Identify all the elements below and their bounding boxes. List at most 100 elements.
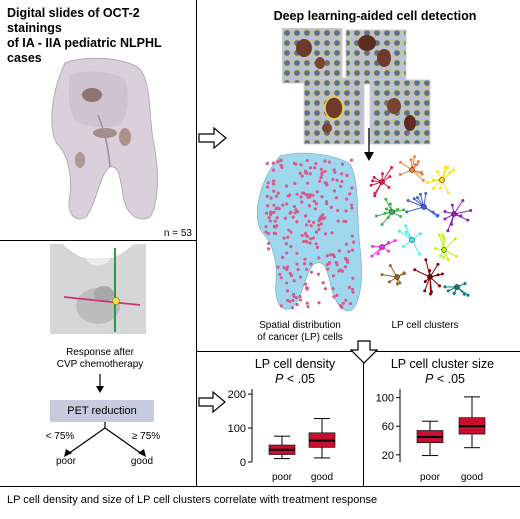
lp-cell-dot (291, 215, 295, 219)
lp-cell-dot (275, 216, 279, 220)
lp-cell-dot (302, 262, 307, 266)
cluster-node (390, 165, 394, 169)
lp-cell-dot (276, 191, 280, 195)
lp-cell-dot (276, 160, 280, 164)
lp-cell-dot (282, 236, 286, 240)
cluster-node (398, 173, 402, 177)
lp-cell-dot (279, 276, 283, 280)
cluster-node (388, 175, 392, 179)
cluster-edge (407, 200, 425, 208)
cluster-node (440, 272, 444, 276)
panel-a-title-line2: of IA - IIA pediatric NLPHL cases (7, 36, 162, 65)
cluster-node (376, 252, 380, 256)
lp-cell-dot (285, 281, 289, 285)
lp-cell-dot (350, 248, 355, 252)
chart2-p-rest: < .05 (433, 372, 465, 386)
lp-cell-dot (332, 295, 336, 299)
left-outcome: poor (55, 456, 76, 467)
lp-cell-dot (338, 304, 343, 308)
lp-cell-dot (281, 203, 285, 207)
lp-cell-dot (286, 235, 290, 239)
lp-cell-dot (327, 160, 332, 164)
lp-cell-dot (299, 163, 303, 167)
cluster-center (389, 209, 395, 215)
right-threshold: ≥ 75% (131, 431, 161, 442)
cluster-edge (447, 213, 455, 231)
lp-cell-dot (317, 227, 321, 232)
lp-cell-dot (289, 245, 293, 249)
lp-cell-dot (336, 219, 340, 223)
cluster-node (446, 229, 450, 233)
lp-cell-dot (316, 272, 321, 276)
chart1-title: LP cell density (254, 357, 336, 371)
y-tick-label: 200 (228, 389, 246, 401)
lp-cell-dot (348, 301, 353, 306)
cluster-node (435, 170, 439, 174)
lp-cell-dot (272, 182, 276, 186)
lp-cell-dot (307, 204, 312, 208)
panel-a-title-line1: Digital slides of OCT-2 stainings (7, 6, 140, 35)
lp-cell-dot (331, 253, 335, 257)
cluster-node (374, 214, 378, 218)
microscopy-tiles (282, 28, 431, 145)
cluster-node (466, 218, 470, 222)
lp-cell-dot (321, 281, 325, 285)
cluster-node (441, 234, 445, 238)
cluster-node (443, 217, 447, 221)
lp-cell-dot (269, 213, 273, 217)
lp-cell-dot (303, 214, 308, 218)
lp-cell-dot (289, 230, 293, 234)
lp-cell-dot (268, 210, 273, 214)
lp-cell-dot (309, 224, 313, 228)
lp-cell-dot (329, 205, 333, 209)
lp-cell-dot (351, 240, 356, 244)
cluster-node (443, 285, 447, 289)
cluster-node (388, 202, 392, 206)
x-tick-label: good (461, 472, 483, 483)
lp-cell-dot (320, 195, 324, 199)
lp-cell-dot (332, 189, 337, 193)
lp-cell-dot (284, 242, 289, 246)
cluster-center (427, 274, 433, 280)
lp-cell-dot (315, 190, 319, 194)
lp-cell-dot (283, 216, 287, 220)
cluster-node (413, 268, 417, 272)
lp-cell-dot (267, 215, 271, 220)
cluster-node (404, 224, 408, 228)
lp-cell-dot (276, 206, 280, 210)
cluster-node (380, 172, 384, 176)
cluster-node (431, 178, 435, 182)
lp-cell-dot (315, 245, 320, 249)
cluster-node (402, 208, 406, 212)
lp-cell-dot (291, 298, 295, 303)
response-line2: CVP chemotherapy (56, 359, 144, 370)
cluster-node (446, 166, 450, 170)
lp-cell-dot (311, 236, 316, 240)
cluster-node (448, 171, 452, 175)
y-tick-label: 0 (240, 457, 246, 469)
decision-branches (64, 422, 146, 457)
cluster-node (455, 254, 459, 258)
lp-cell-dot (326, 267, 330, 271)
lp-cell-dot (302, 191, 306, 195)
lp-cell-dot (312, 199, 316, 203)
lp-cell-dot (325, 254, 329, 258)
cluster-node (434, 246, 438, 250)
cluster-node (446, 289, 450, 293)
cluster-edge (425, 259, 431, 278)
cluster-node (380, 273, 384, 277)
lp-cell-dot (305, 267, 309, 271)
lp-cell-dot (314, 230, 319, 234)
lp-cell-dot (266, 185, 270, 189)
chart2-boxplot: 20 60 100 poor good (376, 389, 486, 483)
cluster-node (384, 197, 388, 201)
cluster-node (438, 254, 442, 258)
lp-cell-dot (304, 171, 308, 175)
cluster-node (387, 185, 391, 189)
lp-cell-dot (303, 231, 308, 235)
pet-scan-illustration (42, 244, 154, 334)
lp-cell-dot (300, 174, 304, 178)
lp-cell-dot (345, 173, 349, 178)
cluster-node (462, 292, 466, 296)
lp-cluster-network (369, 155, 473, 297)
